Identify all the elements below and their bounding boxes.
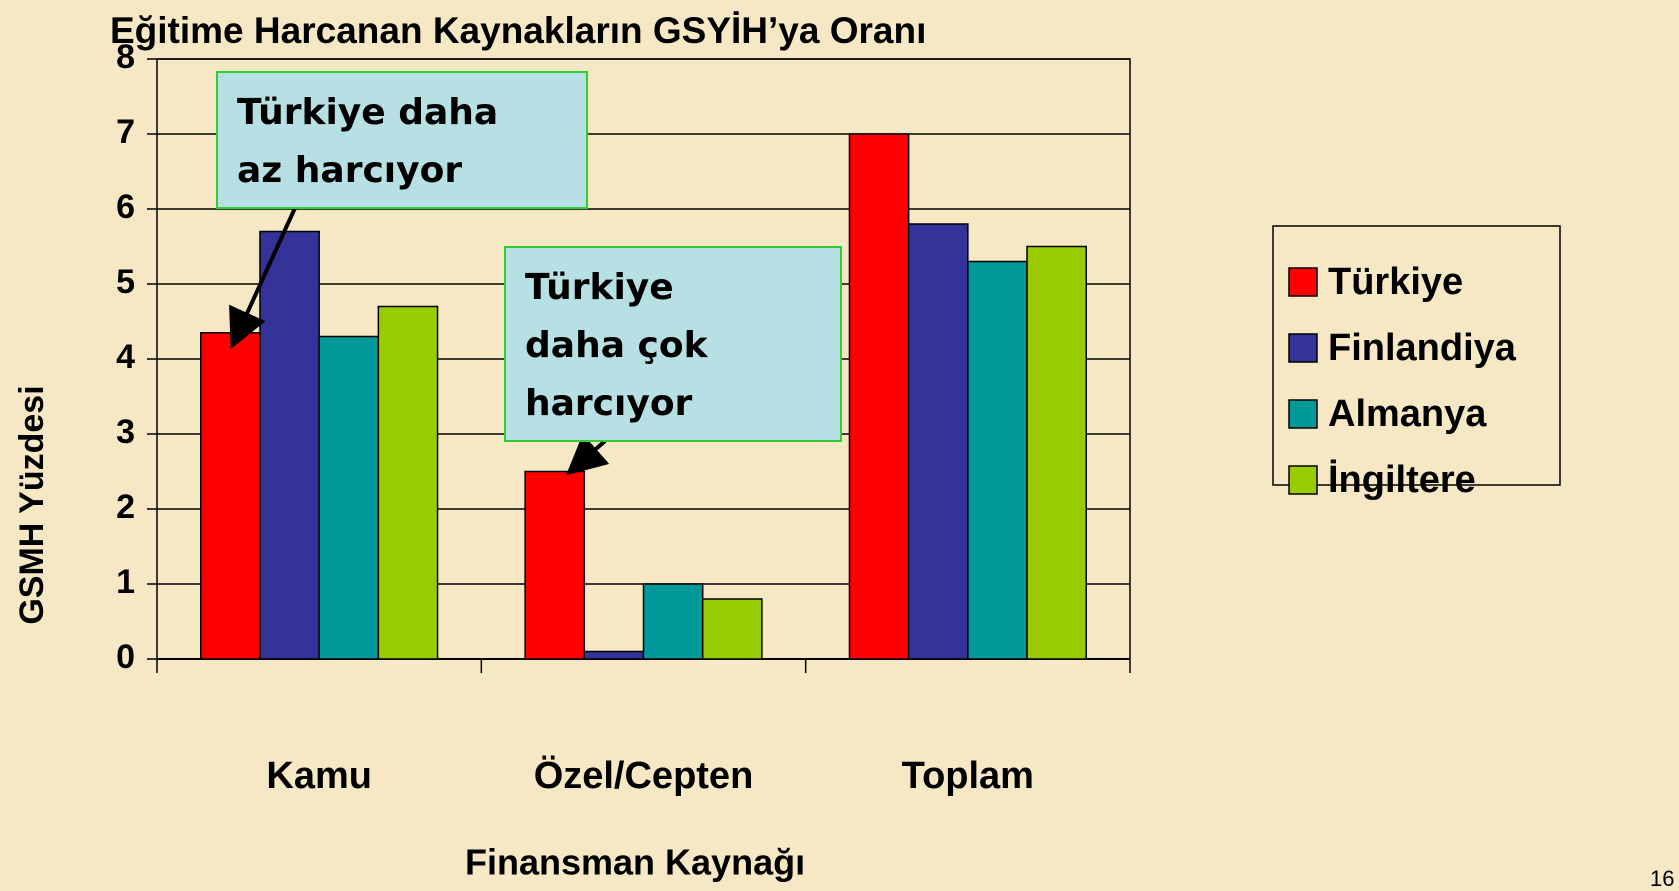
y-tick-label: 4 (116, 338, 135, 376)
bar (318, 335, 380, 660)
annotation-text: Türkiye (525, 267, 674, 308)
x-tick-label: Özel/Cepten (534, 754, 754, 797)
y-axis-label: GSMH Yüzdesi (13, 385, 51, 624)
bar (848, 133, 910, 660)
x-tick-label: Kamu (266, 755, 372, 797)
annotation-box (504, 246, 842, 442)
legend-box (1272, 225, 1561, 486)
legend-swatch (1288, 333, 1318, 363)
y-tick-label: 2 (116, 488, 135, 526)
y-tick-label: 6 (116, 188, 135, 226)
legend-swatch (1288, 399, 1318, 429)
x-axis-label: Finansman Kaynağı (465, 842, 805, 883)
annotation-text: Türkiye daha (237, 92, 498, 133)
y-tick-label: 1 (116, 563, 135, 601)
legend-swatch (1288, 465, 1318, 495)
page-number: 16 (1650, 866, 1674, 891)
chart-title: Eğitime Harcanan Kaynakların GSYİH’ya Or… (110, 10, 926, 51)
bar (377, 305, 439, 660)
bar (583, 650, 645, 660)
bar (524, 470, 586, 660)
annotation-text: az harcıyor (237, 150, 462, 191)
annotation-text: harcıyor (525, 383, 693, 424)
y-tick-label: 0 (116, 638, 135, 676)
bar (907, 223, 969, 660)
x-tick-label: Toplam (902, 755, 1034, 797)
legend-label: İngiltere (1328, 459, 1476, 501)
bar (642, 583, 704, 660)
bar (200, 332, 261, 660)
bar (259, 230, 320, 660)
y-tick-label: 3 (116, 413, 135, 451)
legend-swatch (1288, 267, 1318, 297)
y-tick-label: 8 (116, 38, 135, 76)
annotation-arrow (229, 207, 297, 350)
legend-label: Türkiye (1328, 261, 1463, 303)
bar (967, 260, 1028, 660)
legend-label: Almanya (1328, 393, 1487, 435)
annotation-arrow (565, 433, 610, 476)
annotation-text: daha çok (525, 325, 709, 366)
bar (701, 598, 763, 660)
y-tick-label: 5 (116, 263, 135, 301)
annotation-box (216, 71, 588, 209)
y-tick-label: 7 (116, 113, 135, 151)
legend-label: Finlandiya (1328, 327, 1517, 369)
bar (1026, 245, 1087, 660)
